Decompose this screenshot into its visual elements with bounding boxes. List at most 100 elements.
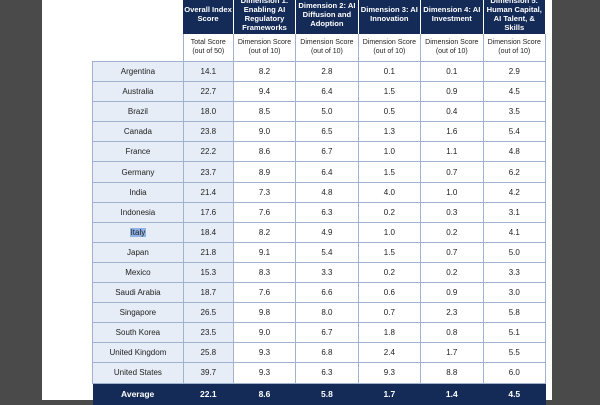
country-cell[interactable]: Japan: [92, 242, 184, 263]
total-score-cell: 22.7: [183, 81, 234, 103]
subheader-dim2: Dimension Score (out of 10): [295, 34, 359, 62]
dimension-score-cell: 6.8: [295, 342, 359, 364]
table-row: United Kingdom 25.8 9.3 6.8 2.4 1.7 5.5: [92, 342, 547, 364]
total-score-cell: 18.4: [183, 222, 234, 243]
total-score-cell: 21.8: [183, 242, 234, 263]
total-score-cell: 18.0: [183, 101, 234, 123]
total-score-cell: 23.7: [183, 161, 234, 183]
table-row: Singapore 26.5 9.8 8.0 0.7 2.3 5.8: [92, 302, 547, 324]
subheader-total: Total Score (out of 50): [183, 34, 234, 62]
country-cell[interactable]: Singapore: [92, 302, 184, 324]
dimension-score-cell: 0.3: [420, 202, 484, 223]
dimension-score-cell: 4.1: [483, 222, 547, 243]
dimension-score-cell: 9.0: [233, 121, 297, 143]
dimension-score-cell: 8.5: [233, 101, 297, 123]
country-cell[interactable]: Australia: [92, 81, 184, 103]
table-row: Brazil 18.0 8.5 5.0 0.5 0.4 3.5: [92, 101, 547, 123]
country-name: South Korea: [115, 328, 161, 338]
table-row: Mexico 15.3 8.3 3.3 0.2 0.2 3.3: [92, 262, 547, 284]
dimension-score-cell: 1.7: [420, 342, 484, 364]
dimension-score-cell: 2.3: [420, 302, 484, 324]
dimension-score-cell: 5.4: [295, 242, 359, 263]
average-value: 8.6: [233, 383, 297, 405]
average-value: 1.4: [420, 383, 484, 405]
dimension-score-cell: 5.1: [483, 322, 547, 344]
dimension-score-cell: 5.4: [483, 121, 547, 143]
country-cell[interactable]: France: [92, 141, 184, 163]
dimension-score-cell: 4.8: [295, 182, 359, 203]
dimension-score-cell: 8.6: [233, 141, 297, 163]
dimension-score-cell: 0.2: [420, 262, 484, 284]
average-value: 4.5: [483, 383, 547, 405]
average-row: Average 22.1 8.6 5.8 1.7 1.4 4.5: [92, 383, 547, 405]
country-cell[interactable]: Italy: [92, 222, 184, 243]
country-cell[interactable]: South Korea: [92, 322, 184, 344]
dimension-score-cell: 7.6: [233, 202, 297, 223]
average-label: Average: [92, 383, 184, 405]
table-row: Germany 23.7 8.9 6.4 1.5 0.7 6.2: [92, 161, 547, 183]
country-name: United States: [113, 368, 162, 378]
total-score-cell: 22.2: [183, 141, 234, 163]
document-page: Overall Index Score Dimension 1: Enablin…: [42, 0, 552, 405]
dimension-score-cell: 1.3: [358, 121, 422, 143]
total-score-cell: 26.5: [183, 302, 234, 324]
dimension-score-cell: 5.8: [483, 302, 547, 324]
dimension-score-cell: 6.7: [295, 322, 359, 344]
dimension-score-cell: 3.5: [483, 101, 547, 123]
dimension-score-cell: 6.5: [295, 121, 359, 143]
dimension-score-cell: 6.3: [295, 362, 359, 384]
dimension-score-cell: 1.5: [358, 242, 422, 263]
dimension-score-cell: 4.9: [295, 222, 359, 243]
dimension-score-cell: 8.2: [233, 61, 297, 83]
dimension-score-cell: 1.5: [358, 161, 422, 183]
header-dim5: Dimension 5: Human Capital, AI Talent, &…: [483, 0, 547, 34]
country-cell[interactable]: Brazil: [92, 101, 184, 123]
table-row: Canada 23.8 9.0 6.5 1.3 1.6 5.4: [92, 121, 547, 143]
country-cell[interactable]: United States: [92, 362, 184, 384]
country-cell[interactable]: Mexico: [92, 262, 184, 284]
dimension-score-cell: 6.4: [295, 161, 359, 183]
dimension-score-cell: 0.2: [358, 262, 422, 284]
country-name: Saudi Arabia: [115, 288, 161, 298]
header-blank: [92, 0, 184, 34]
country-cell[interactable]: Canada: [92, 121, 184, 143]
table-row: India 21.4 7.3 4.8 4.0 1.0 4.2: [92, 182, 547, 203]
dimension-score-cell: 7.6: [233, 282, 297, 304]
table-row: France 22.2 8.6 6.7 1.0 1.1 4.8: [92, 141, 547, 163]
total-score-cell: 39.7: [183, 362, 234, 384]
subheader-dim5: Dimension Score (out of 10): [483, 34, 547, 62]
total-score-cell: 23.5: [183, 322, 234, 344]
dimension-score-cell: 1.5: [358, 81, 422, 103]
dimension-score-cell: 3.1: [483, 202, 547, 223]
header-overall: Overall Index Score: [183, 0, 234, 34]
ai-index-table: Overall Index Score Dimension 1: Enablin…: [92, 0, 547, 405]
country-cell[interactable]: Germany: [92, 161, 184, 183]
country-name: Indonesia: [120, 207, 156, 217]
country-cell[interactable]: India: [92, 182, 184, 203]
country-cell[interactable]: United Kingdom: [92, 342, 184, 364]
dimension-score-cell: 8.9: [233, 161, 297, 183]
dimension-score-cell: 6.6: [295, 282, 359, 304]
dimension-score-cell: 8.3: [233, 262, 297, 284]
table-row: Saudi Arabia 18.7 7.6 6.6 0.6 0.9 3.0: [92, 282, 547, 304]
dimension-score-cell: 5.0: [295, 101, 359, 123]
dimension-score-cell: 8.2: [233, 222, 297, 243]
table-row: South Korea 23.5 9.0 6.7 1.8 0.8 5.1: [92, 322, 547, 344]
total-score-cell: 15.3: [183, 262, 234, 284]
dimension-score-cell: 9.3: [358, 362, 422, 384]
dimension-score-cell: 6.2: [483, 161, 547, 183]
country-cell[interactable]: Argentina: [92, 61, 184, 83]
dimension-score-cell: 9.0: [233, 322, 297, 344]
dimension-score-cell: 6.3: [295, 202, 359, 223]
country-cell[interactable]: Indonesia: [92, 202, 184, 223]
table-row: Australia 22.7 9.4 6.4 1.5 0.9 4.5: [92, 81, 547, 103]
subheader-dim3: Dimension Score (out of 10): [358, 34, 422, 62]
country-name: Italy: [129, 227, 147, 237]
dimension-score-cell: 0.2: [358, 202, 422, 223]
country-name: Mexico: [125, 267, 151, 277]
total-score-cell: 18.7: [183, 282, 234, 304]
country-cell[interactable]: Saudi Arabia: [92, 282, 184, 304]
dimension-score-cell: 0.9: [420, 282, 484, 304]
dimension-score-cell: 1.0: [420, 182, 484, 203]
country-name: Singapore: [119, 308, 157, 318]
